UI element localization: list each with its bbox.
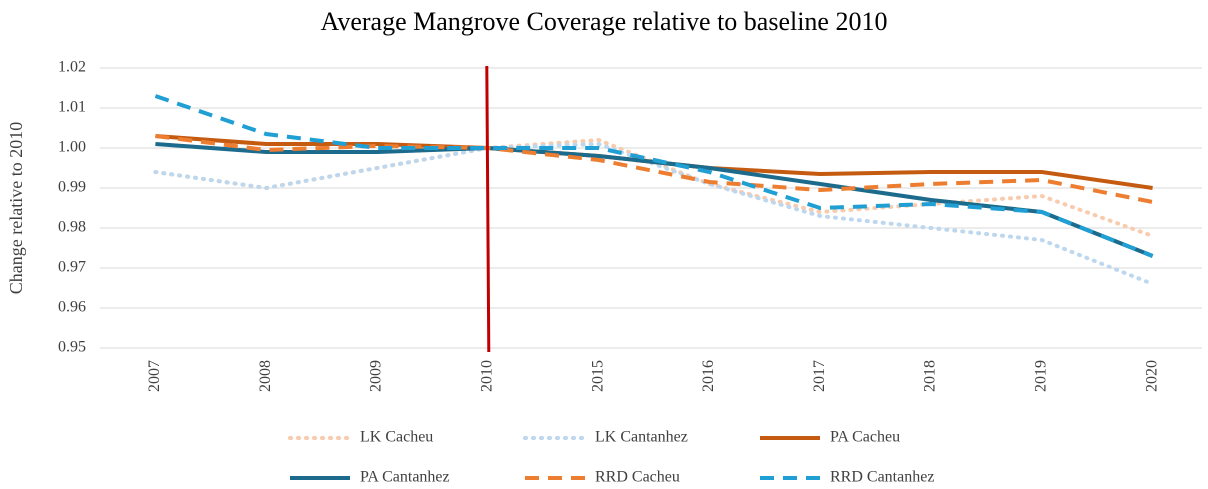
legend-label: RRD Cacheu (595, 469, 680, 486)
x-tick-label: 2018 (922, 360, 939, 392)
y-tick-label: 0.97 (58, 259, 86, 276)
y-tick-label: 1.00 (58, 139, 86, 156)
series-line (155, 134, 1153, 204)
x-tick-label: 2019 (1032, 360, 1049, 392)
legend-label: PA Cantanhez (360, 469, 450, 486)
legend-label: PA Cacheu (830, 429, 900, 446)
x-tick-label: 2009 (368, 360, 385, 392)
chart-title: Average Mangrove Coverage relative to ba… (321, 7, 888, 36)
y-tick-label: 0.96 (58, 299, 86, 316)
legend-label: LK Cantanhez (595, 429, 688, 446)
legend-label: RRD Cantanhez (830, 469, 934, 486)
x-tick-label: 2007 (146, 360, 163, 392)
x-tick-label: 2017 (811, 360, 828, 392)
y-axis-title: Change relative to 2010 (6, 122, 26, 294)
y-tick-label: 1.02 (58, 59, 86, 76)
x-tick-label: 2008 (257, 360, 274, 392)
series-line (153, 141, 1155, 286)
reference-line (485, 65, 491, 353)
y-tick-label: 0.99 (58, 179, 86, 196)
y-tick-label: 0.95 (58, 339, 86, 356)
y-tick-label: 1.01 (58, 99, 86, 116)
x-tick-label: 2016 (700, 360, 717, 392)
series-line (154, 94, 1154, 258)
y-tick-label: 0.98 (58, 219, 86, 236)
x-tick-label: 2010 (478, 360, 495, 392)
x-tick-label: 2015 (589, 360, 606, 392)
x-tick-label: 2020 (1143, 360, 1160, 392)
legend-label: LK Cacheu (360, 429, 433, 446)
